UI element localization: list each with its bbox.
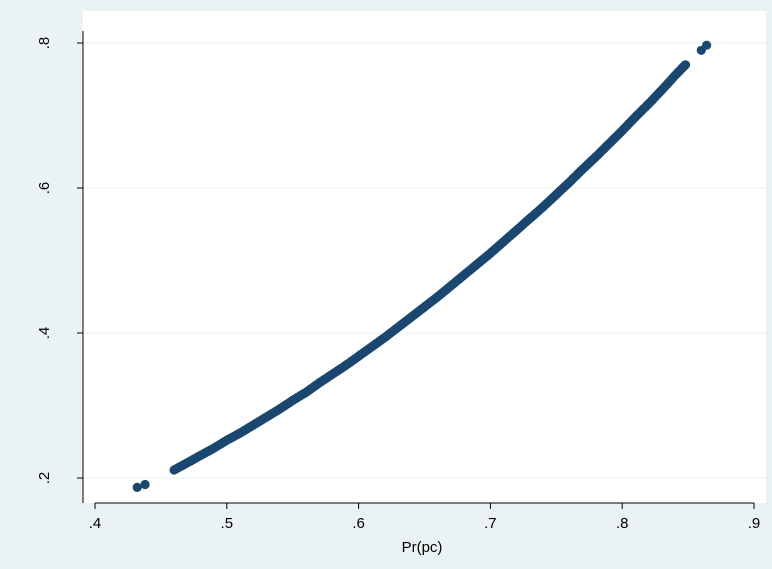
axes: .2 .4 .6 .8 .4 .5 .6 .7 .8 .9: [36, 31, 760, 532]
x-tick-label: .9: [748, 515, 761, 532]
scatter-point: [702, 40, 712, 50]
x-tick-label: .5: [221, 515, 234, 532]
x-tick-label: .6: [352, 515, 365, 532]
y-tick-label: .6: [36, 182, 53, 195]
x-tick-label: .4: [89, 515, 102, 532]
scatter-point: [680, 60, 691, 70]
y-gridlines: [83, 42, 766, 479]
plot-area: [83, 11, 766, 503]
y-tick-label: .2: [36, 472, 53, 485]
scatter-point: [140, 479, 150, 490]
scatter-points: [132, 40, 712, 492]
y-tick-label: .8: [36, 37, 53, 50]
scatter-point: [132, 482, 142, 492]
x-axis-title: Pr(pc): [402, 539, 443, 556]
x-tick-label: .8: [616, 515, 629, 532]
y-tick-label: .4: [36, 327, 53, 340]
x-tick-label: .7: [484, 515, 497, 532]
